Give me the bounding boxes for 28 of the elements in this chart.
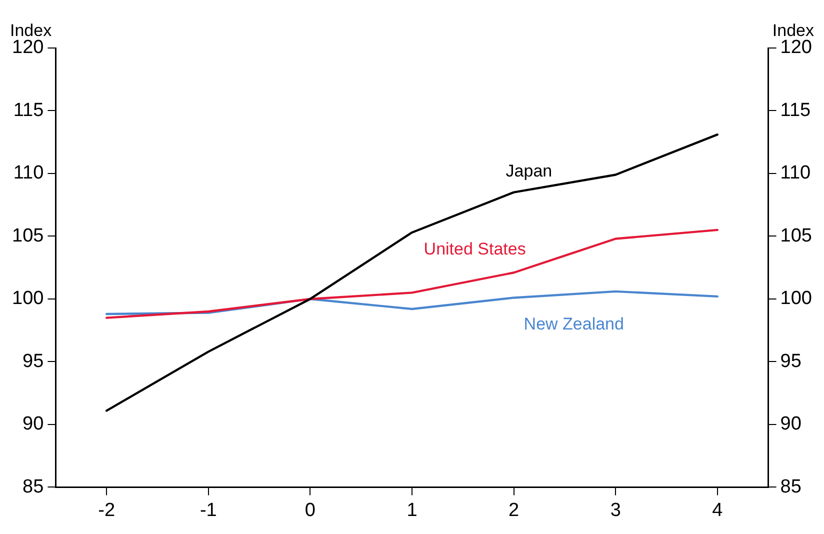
y2-tick-label: 95	[780, 350, 802, 372]
x-tick-label: -1	[200, 500, 217, 521]
y-tick-label: 115	[13, 100, 44, 121]
y-tick-label: 85	[22, 476, 44, 498]
y-tick-label: 110	[13, 162, 44, 184]
y2-tick-label: 120	[780, 37, 812, 58]
y-tick-label: 95	[22, 350, 44, 372]
x-tick-label: 3	[610, 500, 621, 521]
series-label: New Zealand	[524, 314, 624, 334]
x-tick-label: 1	[406, 500, 418, 521]
y2-tick-label: 90	[780, 414, 802, 435]
y2-tick-label: 115	[780, 100, 811, 121]
series-label: Japan	[506, 161, 552, 180]
y-tick-label: 100	[12, 288, 44, 310]
x-tick-label: 2	[508, 500, 520, 521]
y2-tick-label: 100	[780, 288, 812, 310]
y2-tick-label: 110	[780, 162, 811, 184]
y-tick-label: 90	[22, 414, 44, 435]
y-tick-label: 120	[12, 37, 44, 58]
y2-axis-title: Index	[772, 21, 814, 40]
x-tick-label: 0	[304, 500, 316, 521]
x-tick-label: 4	[712, 500, 724, 521]
series-label: United States	[424, 240, 526, 259]
x-tick-label: -2	[98, 500, 116, 521]
y2-tick-label: 85	[780, 476, 802, 498]
y-tick-label: 105	[12, 225, 44, 246]
y-axis-title: Index	[10, 21, 52, 40]
y2-tick-label: 105	[780, 225, 812, 246]
